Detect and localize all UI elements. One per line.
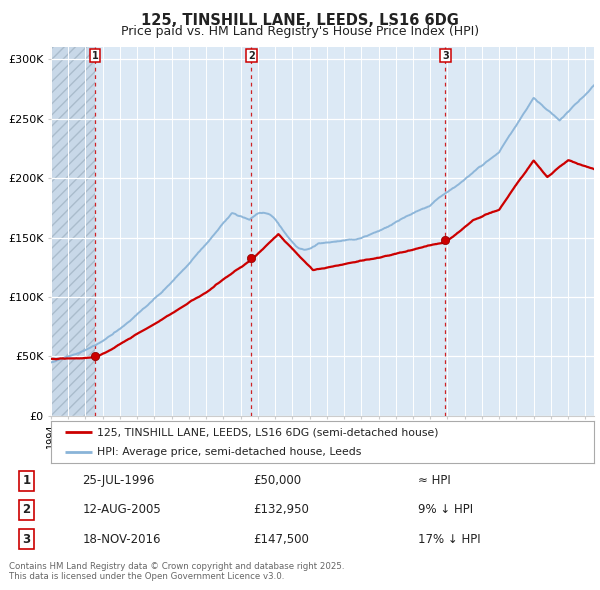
- Text: £50,000: £50,000: [253, 474, 301, 487]
- Text: 9% ↓ HPI: 9% ↓ HPI: [418, 503, 473, 516]
- Text: 3: 3: [23, 533, 31, 546]
- Text: 17% ↓ HPI: 17% ↓ HPI: [418, 533, 480, 546]
- Text: 1: 1: [92, 51, 98, 61]
- Text: 25-JUL-1996: 25-JUL-1996: [82, 474, 155, 487]
- Text: 18-NOV-2016: 18-NOV-2016: [82, 533, 161, 546]
- Text: 3: 3: [442, 51, 449, 61]
- Text: Price paid vs. HM Land Registry's House Price Index (HPI): Price paid vs. HM Land Registry's House …: [121, 25, 479, 38]
- Text: HPI: Average price, semi-detached house, Leeds: HPI: Average price, semi-detached house,…: [97, 447, 362, 457]
- Text: 125, TINSHILL LANE, LEEDS, LS16 6DG (semi-detached house): 125, TINSHILL LANE, LEEDS, LS16 6DG (sem…: [97, 427, 439, 437]
- Text: 2: 2: [248, 51, 254, 61]
- Text: 12-AUG-2005: 12-AUG-2005: [82, 503, 161, 516]
- Text: £147,500: £147,500: [253, 533, 309, 546]
- Text: 125, TINSHILL LANE, LEEDS, LS16 6DG: 125, TINSHILL LANE, LEEDS, LS16 6DG: [141, 13, 459, 28]
- Text: 1: 1: [23, 474, 31, 487]
- Text: ≈ HPI: ≈ HPI: [418, 474, 451, 487]
- Text: Contains HM Land Registry data © Crown copyright and database right 2025.
This d: Contains HM Land Registry data © Crown c…: [9, 562, 344, 581]
- Text: 2: 2: [23, 503, 31, 516]
- Text: £132,950: £132,950: [253, 503, 309, 516]
